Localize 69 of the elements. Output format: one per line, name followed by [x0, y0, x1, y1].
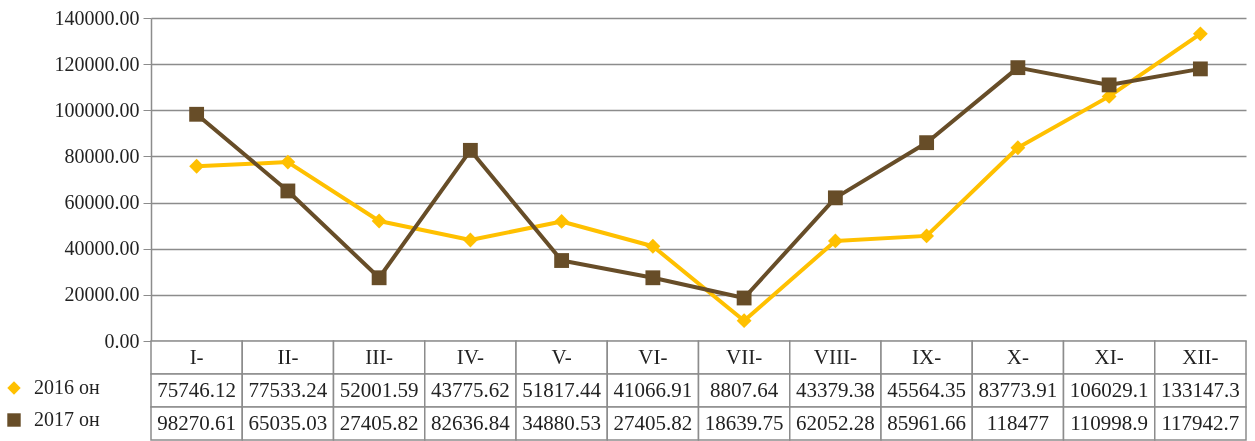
x-tick-label: VIII-: [813, 344, 857, 369]
point: [371, 270, 387, 286]
y-tick-label: 20000.00: [64, 283, 140, 306]
point: [919, 228, 935, 244]
y-tick-label: 0.00: [104, 329, 140, 352]
point: [1192, 26, 1208, 42]
point: [280, 154, 296, 170]
point: [189, 106, 205, 122]
data-label: 18639.75: [704, 410, 784, 435]
data-label: 98270.61: [157, 410, 236, 435]
data-label: 51817.44: [522, 377, 602, 402]
data-label: 133147.3: [1161, 377, 1240, 402]
point: [554, 214, 570, 229]
y-tick-label: 120000.00: [54, 52, 140, 75]
data-label: 110998.9: [1070, 410, 1149, 435]
x-tick-label: II-: [277, 344, 299, 369]
data-label: 75746.12: [157, 377, 236, 402]
point: [462, 232, 478, 248]
data-label: 82636.84: [431, 410, 511, 435]
point: [189, 158, 205, 174]
data-label: 45564.35: [887, 377, 966, 402]
x-tick-label: VI-: [638, 344, 668, 369]
point: [462, 142, 478, 158]
y-tick-label: 100000.00: [54, 98, 140, 121]
point: [280, 183, 296, 199]
data-label: 34880.53: [522, 410, 601, 435]
x-tick-label: IV-: [456, 344, 484, 369]
point: [736, 290, 752, 306]
data-label: 52001.59: [339, 377, 419, 402]
data-label: 77533.24: [248, 377, 328, 402]
data-label: 118477: [986, 410, 1049, 435]
x-tick-label: V-: [551, 344, 572, 369]
x-tick-label: XII-: [1182, 344, 1219, 369]
point: [554, 253, 570, 268]
data-label: 43379.38: [796, 377, 875, 402]
data-label: 83773.91: [978, 377, 1058, 402]
x-tick-label: VII-: [726, 344, 763, 369]
data-label: 106029.1: [1069, 377, 1149, 402]
data-label: 62052.28: [796, 410, 875, 435]
data-label: 117942.7: [1161, 410, 1240, 435]
data-label: 27405.82: [339, 410, 419, 435]
x-tick-label: III-: [365, 344, 394, 369]
legend-label: 2016 он: [34, 376, 100, 398]
data-label: 43775.62: [431, 377, 510, 402]
point: [919, 135, 935, 151]
data-label: 65035.03: [248, 410, 328, 435]
point: [371, 213, 387, 229]
y-tick-label: 60000.00: [64, 191, 140, 214]
data-label: 8807.64: [710, 377, 779, 402]
point: [1101, 77, 1117, 93]
x-tick-label: XI-: [1094, 344, 1124, 369]
point: [1010, 140, 1026, 156]
point: [1010, 60, 1026, 76]
point: [736, 313, 752, 329]
point: [645, 270, 661, 286]
y-tick-label: 40000.00: [64, 237, 140, 260]
x-tick-label: IX-: [912, 344, 942, 369]
legend-label: 2017 он: [34, 408, 100, 430]
x-tick-label: I-: [189, 344, 204, 369]
point: [645, 238, 661, 254]
y-tick-label: 80000.00: [64, 144, 140, 167]
data-label: 27405.82: [613, 410, 693, 435]
y-tick-label: 140000.00: [54, 6, 140, 29]
data-label: 41066.91: [613, 377, 693, 402]
x-tick-label: X-: [1006, 344, 1029, 369]
point: [1192, 61, 1208, 77]
data-label: 85961.66: [887, 410, 966, 435]
point: [827, 233, 843, 249]
point: [827, 190, 843, 206]
